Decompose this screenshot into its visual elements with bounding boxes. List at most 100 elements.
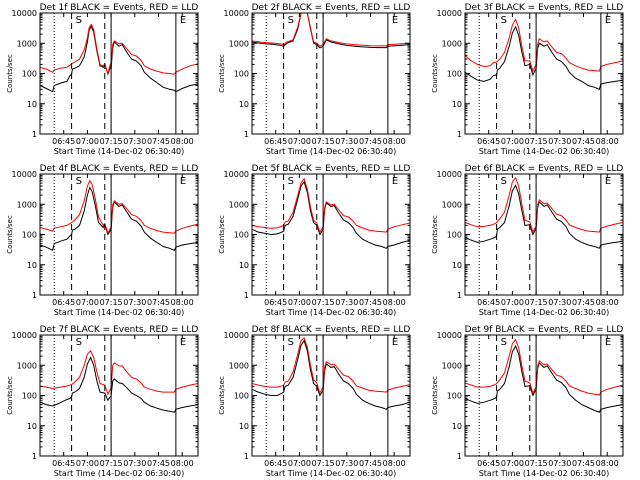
x-tick-label: 07:00: [288, 298, 311, 307]
x-axis-label: Start Time (14-Dec-02 06:30:40): [266, 147, 397, 156]
x-axis-label: Start Time (14-Dec-02 06:30:40): [54, 147, 185, 156]
events-series-line: [39, 186, 199, 252]
x-tick-label: 06:45: [264, 137, 287, 146]
y-axis-label: Counts/sec: [218, 54, 226, 93]
y-tick-label: 1000: [442, 361, 462, 370]
x-axis-label: Start Time (14-Dec-02 06:30:40): [479, 147, 610, 156]
x-tick-label: 07:30: [335, 137, 358, 146]
x-tick-label: 07:30: [123, 459, 146, 468]
plot-frame: [464, 12, 624, 135]
x-tick-label: 07:00: [76, 137, 99, 146]
events-series-line: [251, 180, 411, 249]
y-tick-label: 10: [239, 100, 249, 109]
marker-label: E: [605, 15, 611, 26]
x-axis-label: Start Time (14-Dec-02 06:30:40): [479, 469, 610, 478]
y-tick-label: 1: [32, 291, 37, 300]
panel-det-4: Det 4f BLACK = Events, RED = LLD S E 1 10 100…: [6, 164, 199, 317]
plot-frame: [39, 334, 199, 457]
events-series-line: [251, 12, 411, 49]
marker-label: S: [76, 337, 82, 348]
y-tick-label: 10: [452, 100, 462, 109]
panel-det-1: Det 1f BLACK = Events, RED = LLD S E 1 10 100…: [6, 3, 199, 156]
panel-det-2: Det 2f BLACK = Events, RED = LLD S E 1 10 100…: [218, 3, 411, 156]
y-tick-label: 10: [239, 422, 249, 431]
events-series-line: [464, 344, 624, 413]
x-tick-label: 07:15: [100, 459, 123, 468]
x-tick-label: 06:45: [264, 459, 287, 468]
y-tick-label: 1000: [229, 200, 249, 209]
x-tick-label: 07:45: [359, 298, 382, 307]
y-tick-label: 1000: [229, 39, 249, 48]
marker-label: S: [501, 337, 507, 348]
x-tick-label: 07:30: [123, 137, 146, 146]
y-tick-label: 1: [457, 452, 462, 461]
x-tick-label: 08:00: [596, 137, 619, 146]
panel-title: Det 2f BLACK = Events, RED = LLD: [252, 3, 411, 13]
x-tick-label: 07:00: [76, 459, 99, 468]
y-tick-label: 10: [452, 422, 462, 431]
y-tick-label: 10: [452, 261, 462, 270]
x-tick-label: 08:00: [383, 137, 406, 146]
marker-label: S: [76, 15, 82, 26]
marker-label: S: [288, 337, 294, 348]
y-tick-label: 1000: [229, 361, 249, 370]
y-tick-label: 100: [22, 392, 37, 401]
y-axis-label: Counts/sec: [6, 54, 14, 93]
y-tick-label: 10: [27, 261, 37, 270]
y-tick-label: 1: [457, 291, 462, 300]
x-axis-label: Start Time (14-Dec-02 06:30:40): [479, 308, 610, 317]
lld-series-line: [464, 176, 624, 234]
x-tick-label: 07:30: [548, 137, 571, 146]
plot-frame: [251, 12, 411, 135]
lld-series-line: [251, 337, 411, 395]
marker-label: E: [605, 176, 611, 187]
x-tick-label: 08:00: [171, 459, 194, 468]
y-axis-label: Counts/sec: [6, 215, 14, 254]
x-tick-label: 07:45: [147, 459, 170, 468]
x-tick-label: 06:45: [264, 298, 287, 307]
y-tick-label: 10000: [437, 170, 462, 179]
panel-title: Det 7f BLACK = Events, RED = LLD: [40, 325, 199, 335]
x-tick-label: 07:15: [312, 298, 335, 307]
x-tick-label: 08:00: [171, 298, 194, 307]
x-tick-label: 07:15: [525, 137, 548, 146]
x-tick-label: 08:00: [171, 137, 194, 146]
marker-label: E: [605, 337, 611, 348]
x-axis-label: Start Time (14-Dec-02 06:30:40): [266, 308, 397, 317]
y-tick-label: 10000: [437, 331, 462, 340]
y-tick-label: 10: [27, 422, 37, 431]
events-series-line: [464, 184, 624, 249]
y-tick-label: 100: [22, 231, 37, 240]
x-axis-label: Start Time (14-Dec-02 06:30:40): [54, 469, 185, 478]
y-tick-label: 10: [27, 100, 37, 109]
y-tick-label: 1: [32, 452, 37, 461]
y-tick-label: 1000: [17, 200, 37, 209]
y-axis-label: Counts/sec: [431, 54, 439, 93]
marker-label: E: [392, 176, 398, 187]
x-tick-label: 08:00: [383, 298, 406, 307]
y-tick-label: 10000: [224, 331, 249, 340]
marker-label: S: [501, 15, 507, 26]
y-tick-label: 100: [447, 392, 462, 401]
y-tick-label: 100: [447, 70, 462, 79]
panel-det-5: Det 5f BLACK = Events, RED = LLD S E 1 10 100…: [218, 164, 411, 317]
events-series-line: [251, 339, 411, 410]
panel-title: Det 4f BLACK = Events, RED = LLD: [40, 164, 199, 174]
x-tick-label: 07:15: [525, 459, 548, 468]
marker-label: E: [392, 337, 398, 348]
lld-series-line: [464, 18, 624, 73]
x-tick-label: 06:45: [477, 459, 500, 468]
y-tick-label: 1: [244, 452, 249, 461]
x-tick-label: 07:00: [288, 459, 311, 468]
y-tick-label: 1: [244, 130, 249, 139]
x-tick-label: 07:30: [335, 298, 358, 307]
panel-title: Det 9f BLACK = Events, RED = LLD: [465, 325, 624, 335]
x-tick-label: 07:45: [572, 298, 595, 307]
y-tick-label: 100: [234, 392, 249, 401]
lld-series-line: [39, 179, 199, 235]
x-tick-label: 06:45: [52, 298, 75, 307]
y-tick-label: 1: [244, 291, 249, 300]
y-tick-label: 10: [239, 261, 249, 270]
x-tick-label: 08:00: [383, 459, 406, 468]
